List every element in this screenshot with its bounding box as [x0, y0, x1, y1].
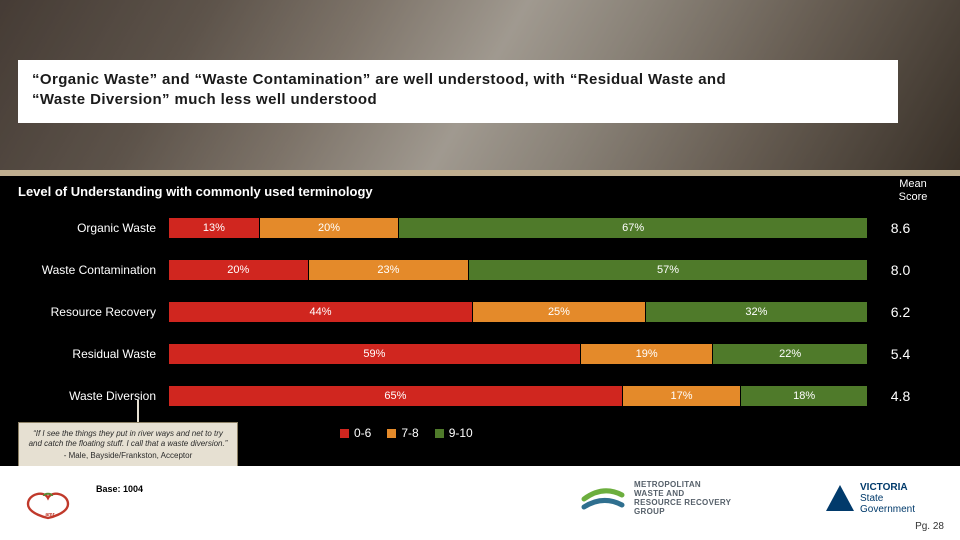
bar-segment-mid: 20%: [260, 218, 400, 238]
bar-segment-high: 67%: [399, 218, 867, 238]
quote-connector: [137, 400, 139, 422]
legend-item-low: 0-6: [340, 426, 371, 440]
base-label: Base: 1004: [96, 484, 143, 494]
legend-swatch: [340, 429, 349, 438]
quote-attribution: - Male, Bayside/Frankston, Acceptor: [27, 451, 229, 461]
bar-segment-mid: 17%: [623, 386, 742, 406]
chart-row: Residual Waste59%19%22%5.4: [18, 338, 923, 370]
chart-row: Waste Contamination20%23%57%8.0: [18, 254, 923, 286]
chart-row: Resource Recovery44%25%32%6.2: [18, 296, 923, 328]
mean-score-header: Mean Score: [888, 178, 938, 204]
svg-text:amr: amr: [45, 512, 54, 518]
victoria-text: VICTORIA State Government: [860, 482, 915, 515]
amr-logo: amr: [22, 484, 78, 520]
bar: 44%25%32%: [168, 301, 868, 323]
victoria-l3: Government: [860, 504, 915, 515]
bar: 20%23%57%: [168, 259, 868, 281]
legend-item-mid: 7-8: [387, 426, 418, 440]
bar-segment-mid: 25%: [473, 302, 646, 322]
footer: [0, 466, 960, 540]
bar: 65%17%18%: [168, 385, 868, 407]
mwrrg-logo: METROPOLITAN WASTE AND RESOURCE RECOVERY…: [580, 480, 780, 516]
bar-segment-low: 59%: [169, 344, 581, 364]
victoria-triangle-icon: [826, 485, 854, 511]
mean-score: 4.8: [868, 388, 923, 404]
bar: 13%20%67%: [168, 217, 868, 239]
bar-segment-high: 57%: [469, 260, 867, 280]
category-label: Waste Contamination: [18, 263, 168, 277]
legend-swatch: [435, 429, 444, 438]
title-box: “Organic Waste” and “Waste Contamination…: [18, 60, 898, 123]
victoria-logo: VICTORIA State Government: [826, 478, 936, 518]
category-label: Waste Diversion: [18, 389, 168, 403]
chart-row: Organic Waste13%20%67%8.6: [18, 212, 923, 244]
mean-score: 8.0: [868, 262, 923, 278]
bar-segment-high: 32%: [646, 302, 867, 322]
bar-segment-low: 13%: [169, 218, 260, 238]
chart-row: Waste Diversion65%17%18%4.8: [18, 380, 923, 412]
mean-score: 5.4: [868, 346, 923, 362]
victoria-l2: State: [860, 493, 915, 504]
bar-segment-high: 18%: [741, 386, 867, 406]
category-label: Organic Waste: [18, 221, 168, 235]
bar-segment-low: 44%: [169, 302, 473, 322]
section-title: Level of Understanding with commonly use…: [18, 184, 373, 199]
title-line-2: “Waste Diversion” much less well underst…: [32, 90, 884, 110]
bar-segment-low: 65%: [169, 386, 623, 406]
victoria-l1: VICTORIA: [860, 482, 915, 493]
quote-box: “If I see the things they put in river w…: [18, 422, 238, 468]
bar: 59%19%22%: [168, 343, 868, 365]
legend-item-high: 9-10: [435, 426, 473, 440]
mean-score: 8.6: [868, 220, 923, 236]
category-label: Resource Recovery: [18, 305, 168, 319]
legend-label: 9-10: [449, 426, 473, 440]
title-line-1: “Organic Waste” and “Waste Contamination…: [32, 70, 884, 90]
legend: 0-6 7-8 9-10: [340, 426, 473, 440]
legend-label: 7-8: [401, 426, 418, 440]
mwrrg-l1: METROPOLITAN: [634, 480, 731, 489]
page-number: Pg. 28: [915, 521, 944, 532]
category-label: Residual Waste: [18, 347, 168, 361]
bar-segment-mid: 23%: [309, 260, 470, 280]
legend-swatch: [387, 429, 396, 438]
stacked-bar-chart: Organic Waste13%20%67%8.6Waste Contamina…: [18, 212, 923, 422]
mean-score: 6.2: [868, 304, 923, 320]
mwrrg-text: METROPOLITAN WASTE AND RESOURCE RECOVERY…: [634, 480, 731, 517]
chart-panel: Level of Understanding with commonly use…: [0, 176, 960, 466]
mwrrg-icon: [580, 481, 626, 515]
mwrrg-l3: RESOURCE RECOVERY: [634, 498, 731, 507]
bar-segment-mid: 19%: [581, 344, 714, 364]
quote-text: “If I see the things they put in river w…: [27, 429, 229, 449]
bar-segment-high: 22%: [713, 344, 867, 364]
mwrrg-l4: GROUP: [634, 507, 731, 516]
legend-label: 0-6: [354, 426, 371, 440]
mwrrg-l2: WASTE AND: [634, 489, 731, 498]
slide: “Organic Waste” and “Waste Contamination…: [0, 0, 960, 540]
bar-segment-low: 20%: [169, 260, 309, 280]
